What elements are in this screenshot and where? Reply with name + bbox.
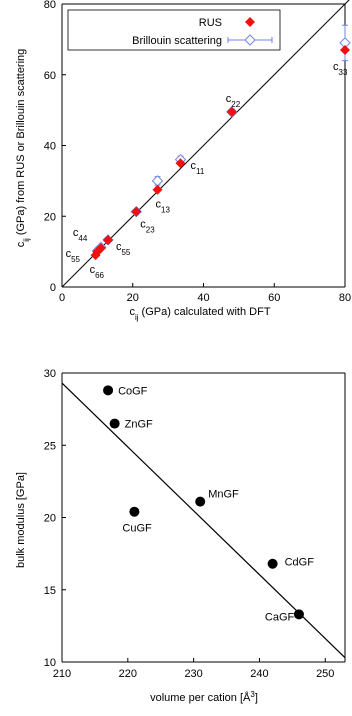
x-tick-label: 220 — [119, 668, 137, 680]
x-tick-label: 0 — [59, 292, 65, 304]
elastic-constant-label: c66 — [90, 264, 105, 280]
y-tick-label: 20 — [44, 211, 56, 223]
legend-rus-label: RUS — [199, 17, 222, 29]
elastic-constant-label: c55 — [66, 248, 81, 264]
x-axis-label: volume per cation [Å3] — [150, 690, 258, 705]
y-tick-label: 30 — [44, 368, 56, 380]
compound-point — [129, 506, 140, 517]
compound-label: ZnGF — [125, 419, 153, 431]
x-tick-label: 40 — [197, 292, 209, 304]
legend-box — [67, 9, 281, 51]
y-tick-label: 0 — [50, 282, 56, 294]
rus-point — [131, 206, 142, 217]
y-tick-label: 40 — [44, 141, 56, 153]
bulk-modulus-chart: 210 220 230 240 250 10 15 20 25 30 CoGF ZnGF MnGF Cu… — [15, 368, 346, 705]
compound-label: CdGF — [285, 557, 315, 569]
compound-label: CuGF — [122, 523, 152, 535]
y-tick-label: 80 — [44, 0, 56, 11]
y-tick-label: 60 — [44, 70, 56, 82]
compound-label: CoGF — [118, 385, 148, 397]
rus-point — [340, 44, 350, 55]
compound-point — [195, 496, 206, 507]
rus-point — [102, 234, 113, 245]
elastic-constant-label: c55 — [116, 241, 131, 256]
x-tick-label: 240 — [250, 668, 268, 680]
compound-point — [109, 418, 120, 429]
elastic-constant-label: c11 — [191, 160, 205, 176]
y-tick-label: 15 — [44, 585, 56, 597]
elastic-constant-label: c23 — [140, 219, 155, 235]
compound-point — [103, 385, 114, 396]
x-tick-label: 210 — [53, 668, 71, 680]
x-axis-label: cij (GPa) calculated with DFT — [129, 306, 270, 322]
elastic-constant-label: c22 — [226, 93, 241, 109]
y-tick-label: 25 — [44, 440, 56, 452]
legend-brillouin-marker — [244, 34, 256, 46]
elastic-constant-label: c33 — [333, 61, 348, 77]
elastic-constant-label: c44 — [73, 227, 88, 243]
elastic-constant-label: c13 — [156, 199, 171, 215]
y-axis-label: bulk modulus [GPa] — [15, 472, 27, 568]
x-tick-label: 80 — [339, 292, 351, 304]
compound-point — [267, 558, 278, 569]
y-tick-label: 10 — [44, 657, 56, 669]
legend-rus-marker — [245, 17, 255, 27]
brillouin-point — [151, 175, 164, 187]
rus-point — [226, 106, 237, 117]
compound-label: MnGF — [208, 489, 239, 501]
compound-label: CaGF — [265, 611, 295, 623]
y-tick-label: 20 — [44, 513, 56, 525]
x-tick-label: 230 — [184, 668, 202, 680]
legend-brillouin-label: Brillouin scattering — [132, 35, 222, 47]
rus-point — [175, 158, 186, 169]
rus-point — [152, 184, 163, 195]
x-tick-label: 250 — [316, 668, 334, 680]
x-tick-label: 20 — [127, 292, 139, 304]
rus-point — [90, 250, 101, 261]
x-tick-label: 60 — [268, 292, 280, 304]
compound-point — [293, 609, 304, 620]
dft-reference-line — [61, 0, 350, 288]
y-axis-label: cij (GPa) from RUS or Brillouin scatteri… — [15, 49, 31, 248]
